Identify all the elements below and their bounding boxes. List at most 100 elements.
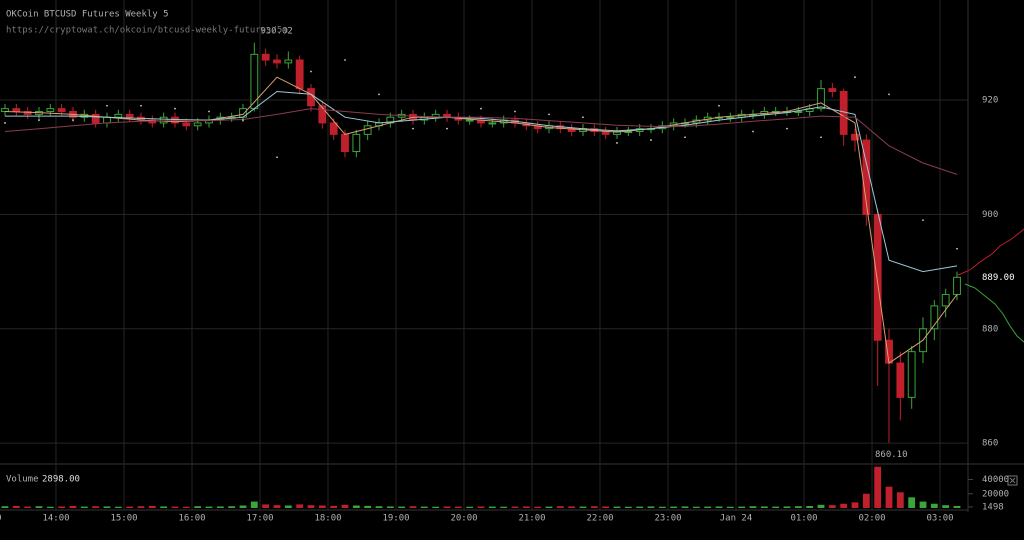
volume-bar (318, 505, 326, 508)
volume-bar (375, 506, 383, 508)
volume-bar (579, 506, 587, 508)
volume-bar (262, 504, 270, 508)
volume-bar (420, 506, 428, 508)
indicator-dot (242, 119, 244, 121)
volume-bar (726, 506, 734, 508)
volume-bar (636, 506, 644, 508)
x-tick-label: 13:00 (0, 514, 2, 524)
indicator-dot (378, 93, 380, 96)
volume-bar (273, 505, 281, 508)
close-icon (1009, 477, 1016, 484)
volume-bar (58, 506, 66, 508)
volume-bar (794, 506, 802, 508)
candle-body (930, 305, 939, 330)
x-tick-label: 19:00 (382, 514, 409, 524)
chart-title: OKCoin BTCUSD Futures Weekly 5 (6, 10, 169, 20)
volume-bar (92, 506, 100, 508)
candle-body (12, 108, 21, 112)
volume-bar (137, 506, 145, 508)
volume-bar (556, 506, 564, 508)
volume-bar (432, 506, 440, 508)
y-tick-label: 900 (982, 210, 998, 220)
volume-bar (103, 506, 111, 508)
indicator-dot (582, 116, 584, 119)
candle-body (23, 110, 32, 115)
volume-bar (216, 506, 224, 508)
volume-bar (624, 506, 632, 508)
indicator-dot (548, 113, 550, 116)
candle-body (341, 133, 349, 153)
price-annotation: 930.02 (260, 26, 293, 36)
indicator-dot (888, 93, 890, 96)
volume-bar (534, 506, 542, 508)
volume-bar (250, 501, 258, 508)
x-tick-label: 17:00 (246, 514, 273, 524)
indicator-dot (718, 104, 720, 107)
indicator-dot (684, 136, 686, 139)
candle-body (318, 105, 327, 124)
volume-bar (885, 486, 893, 508)
candle-body (261, 53, 270, 61)
volume-bar (817, 504, 825, 508)
volume-bar (477, 506, 485, 508)
indicator-dot (752, 130, 754, 133)
candle-body (896, 362, 905, 398)
volume-bar (522, 506, 530, 508)
indicator-dot (854, 76, 856, 79)
volume-bar (500, 506, 508, 508)
volume-bar (409, 506, 417, 508)
indicator-dot (310, 70, 312, 73)
indicator-dot (140, 104, 142, 107)
candle-body (907, 351, 916, 398)
candle-body (873, 213, 882, 341)
indicator-dot (922, 219, 924, 222)
volume-bar (46, 506, 54, 508)
candle-body (295, 59, 304, 90)
candle-body (726, 116, 735, 119)
volume-bar (749, 506, 757, 508)
y-tick-label: 860 (982, 439, 998, 449)
indicator-dot (956, 247, 958, 250)
candle-body (250, 53, 259, 110)
indicator-dot (276, 156, 278, 159)
candle-body (114, 113, 123, 118)
indicator-dot (72, 119, 74, 121)
indicator-dot (174, 107, 176, 110)
candle-body (57, 108, 66, 112)
volume-title: Volume (6, 475, 39, 485)
candle-body (613, 131, 621, 135)
candle-body (91, 113, 100, 124)
indicator-dot (480, 107, 482, 110)
volume-bar (341, 504, 349, 508)
volume-bar (783, 506, 791, 508)
x-tick-label: 23:00 (654, 514, 681, 524)
volume-bar (942, 505, 950, 508)
candle-body (329, 122, 338, 135)
depth-bids (964, 283, 1024, 343)
volume-bar (330, 505, 338, 508)
volume-bar (160, 506, 168, 508)
x-tick-label: 03:00 (926, 514, 953, 524)
y-tick-label: 920 (982, 96, 998, 106)
moving-average (5, 90, 958, 273)
volume-bar (239, 505, 247, 508)
volume-bar (12, 505, 20, 508)
price-readout-box (969, 270, 1011, 285)
candle-body (284, 59, 293, 64)
volume-bar (692, 506, 700, 508)
x-tick-label: 21:00 (518, 514, 545, 524)
indicator-dot (514, 110, 516, 113)
volume-bar (24, 506, 32, 508)
close-button[interactable] (1007, 475, 1018, 486)
volume-bar (194, 506, 202, 508)
candle-body (193, 122, 202, 127)
chart-subtitle: https://cryptowat.ch/okcoin/btcusd-weekl… (6, 26, 288, 36)
moving-average (4, 108, 958, 175)
volume-bar (613, 506, 621, 508)
volume-bar (205, 506, 213, 508)
y-tick-label: 880 (982, 324, 998, 334)
volume-bar (760, 506, 768, 508)
